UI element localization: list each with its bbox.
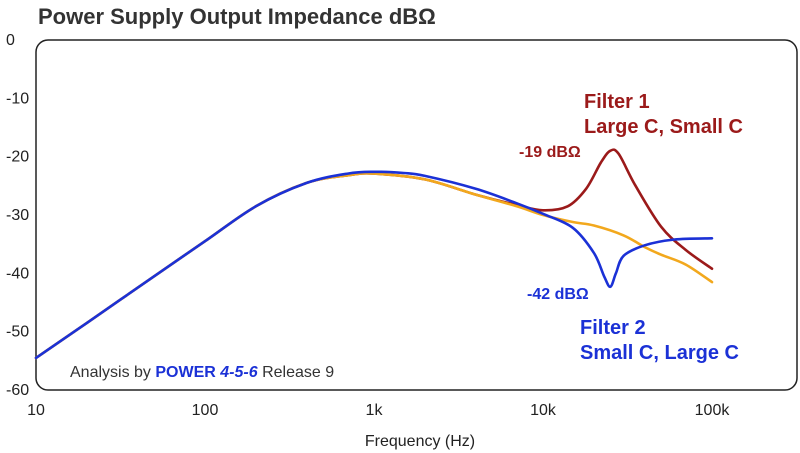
filter1-subtitle-label: Large C, Small C: [584, 116, 743, 138]
y-tick-label: -10: [6, 90, 29, 107]
x-tick-label: 100k: [695, 402, 731, 419]
credit-suffix: Release 9: [258, 364, 335, 381]
x-axis-label: Frequency (Hz): [365, 433, 475, 450]
y-tick-label: 0: [6, 32, 15, 49]
y-axis-ticks: 0 -10 -20 -30 -40 -50 -60: [6, 32, 29, 399]
filter2-dip-label: -42 dBΩ: [527, 286, 589, 303]
analysis-credit: Analysis by POWER 4-5-6 Release 9: [70, 364, 334, 381]
filter2-subtitle-label: Small C, Large C: [580, 342, 739, 364]
x-tick-label: 1k: [366, 402, 384, 419]
y-tick-label: -50: [6, 324, 29, 341]
plot-area-frame: [35, 39, 798, 391]
x-axis-ticks: 10 100 1k 10k 100k: [27, 402, 730, 419]
x-tick-label: 10: [27, 402, 45, 419]
filter1-title-label: Filter 1: [584, 91, 650, 113]
y-tick-label: -40: [6, 265, 29, 282]
x-tick-label: 10k: [530, 402, 557, 419]
filter1-peak-label: -19 dBΩ: [519, 144, 581, 161]
filter2-title-label: Filter 2: [580, 317, 646, 339]
chart-title: Power Supply Output Impedance dBΩ: [38, 4, 436, 29]
series-layer: [34, 148, 714, 360]
y-tick-label: -30: [6, 207, 29, 224]
y-tick-label: -60: [6, 382, 29, 399]
credit-prefix: Analysis by: [70, 364, 155, 381]
filter2-curve: [34, 170, 714, 360]
x-tick-label: 100: [192, 402, 219, 419]
credit-version: 4-5-6: [219, 364, 257, 381]
credit-brand: POWER: [155, 364, 220, 381]
y-tick-label: -20: [6, 149, 29, 166]
